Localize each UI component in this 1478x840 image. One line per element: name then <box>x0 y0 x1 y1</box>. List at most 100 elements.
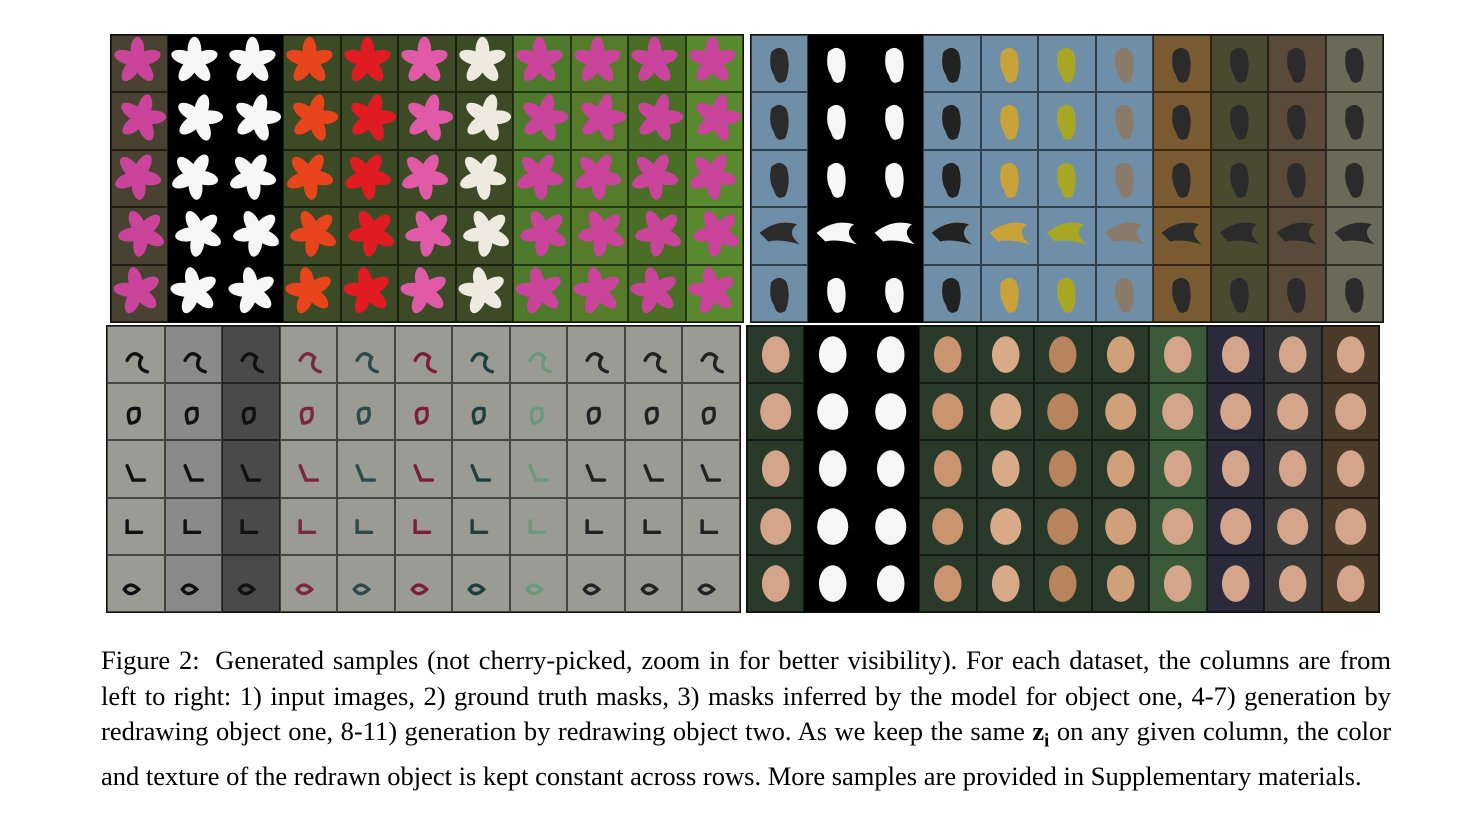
flowers-sample-image <box>513 264 571 322</box>
faces-sample-image <box>1321 554 1379 612</box>
faces-sample-image <box>861 440 920 498</box>
faces-sample-image <box>919 440 977 498</box>
birds-sample-image <box>1325 149 1383 208</box>
faces-sample-image <box>976 554 1035 612</box>
faces-sample-image <box>1206 326 1265 384</box>
faces-sample-image <box>919 383 977 441</box>
flowers-sample-image <box>225 149 284 208</box>
birds-sample-image <box>808 35 866 93</box>
flowers-sample-image <box>111 35 169 93</box>
digits-sample-image <box>394 326 453 384</box>
flowers-sample-image <box>283 35 341 93</box>
digits-sample-image <box>567 383 625 441</box>
faces-sample-image <box>1206 554 1265 612</box>
digits-sample-image <box>337 497 395 555</box>
digits-sample-grid <box>106 325 741 613</box>
digits-sample-image <box>394 383 453 441</box>
birds-sample-image <box>923 149 981 208</box>
birds-sample-image <box>1153 35 1211 93</box>
faces-sample-image <box>861 554 920 612</box>
digits-sample-image <box>279 554 338 612</box>
birds-sample-image <box>1210 92 1269 150</box>
faces-sample-image <box>976 440 1035 498</box>
birds-sample-image <box>980 35 1039 93</box>
flowers-sample-grid <box>110 34 744 323</box>
birds-sample-image <box>751 207 809 265</box>
digits-sample-image <box>624 383 683 441</box>
digits-grid-cells <box>107 326 740 612</box>
flowers-sample-image <box>455 92 514 150</box>
digits-sample-image <box>567 326 625 384</box>
faces-sample-image <box>804 497 862 555</box>
faces-sample-image <box>1206 440 1265 498</box>
digits-sample-image <box>279 440 338 498</box>
caption-text-1: Generated samples (not cherry-picked, zo… <box>101 645 1391 746</box>
flowers-sample-image <box>340 92 399 150</box>
birds-sample-image <box>1268 92 1326 150</box>
flowers-sample-image <box>570 35 629 93</box>
birds-sample-image <box>1038 264 1096 322</box>
digits-sample-image <box>107 554 165 612</box>
birds-sample-image <box>1153 207 1211 265</box>
flowers-sample-image <box>570 149 629 208</box>
faces-sample-image <box>1149 554 1207 612</box>
birds-sample-image <box>808 207 866 265</box>
flowers-sample-image <box>685 149 743 208</box>
birds-sample-image <box>1325 92 1383 150</box>
digits-sample-image <box>452 497 510 555</box>
digits-sample-image <box>337 326 395 384</box>
faces-sample-image <box>1091 554 1150 612</box>
faces-sample-image <box>976 383 1035 441</box>
flowers-sample-image <box>570 92 629 150</box>
digits-sample-image <box>682 440 740 498</box>
faces-sample-image <box>1321 383 1379 441</box>
birds-sample-image <box>1095 149 1154 208</box>
flowers-sample-image <box>111 207 169 265</box>
flowers-sample-image <box>570 264 629 322</box>
birds-sample-image <box>1095 35 1154 93</box>
faces-sample-image <box>804 440 862 498</box>
digits-sample-image <box>394 497 453 555</box>
flowers-sample-image <box>225 207 284 265</box>
digits-sample-image <box>222 554 280 612</box>
faces-sample-image <box>1034 326 1092 384</box>
digits-sample-image <box>394 440 453 498</box>
faces-sample-image <box>861 497 920 555</box>
faces-sample-image <box>1206 497 1265 555</box>
birds-sample-image <box>980 149 1039 208</box>
digits-sample-image <box>164 326 223 384</box>
flowers-sample-image <box>685 35 743 93</box>
digits-sample-image <box>164 440 223 498</box>
flowers-sample-image <box>111 149 169 208</box>
digits-sample-image <box>624 440 683 498</box>
faces-sample-image <box>1264 326 1322 384</box>
flowers-sample-image <box>168 35 226 93</box>
digits-sample-image <box>337 440 395 498</box>
birds-sample-image <box>751 264 809 322</box>
digits-sample-image <box>107 326 165 384</box>
digits-sample-image <box>624 497 683 555</box>
birds-sample-image <box>751 149 809 208</box>
birds-sample-image <box>1210 149 1269 208</box>
faces-sample-image <box>1034 440 1092 498</box>
birds-sample-image <box>923 264 981 322</box>
digits-sample-image <box>509 383 568 441</box>
digits-sample-image <box>107 440 165 498</box>
birds-sample-image <box>1038 207 1096 265</box>
flowers-sample-image <box>225 35 284 93</box>
faces-sample-image <box>1034 497 1092 555</box>
digits-sample-image <box>567 554 625 612</box>
birds-sample-image <box>1325 264 1383 322</box>
faces-sample-image <box>919 326 977 384</box>
flowers-sample-image <box>283 207 341 265</box>
faces-sample-image <box>747 554 805 612</box>
flowers-sample-image <box>225 264 284 322</box>
faces-sample-image <box>804 554 862 612</box>
flowers-sample-image <box>455 207 514 265</box>
birds-sample-image <box>1210 264 1269 322</box>
digits-sample-image <box>509 554 568 612</box>
digits-sample-image <box>509 497 568 555</box>
flowers-sample-image <box>168 149 226 208</box>
birds-sample-image <box>1038 149 1096 208</box>
digits-sample-image <box>567 497 625 555</box>
